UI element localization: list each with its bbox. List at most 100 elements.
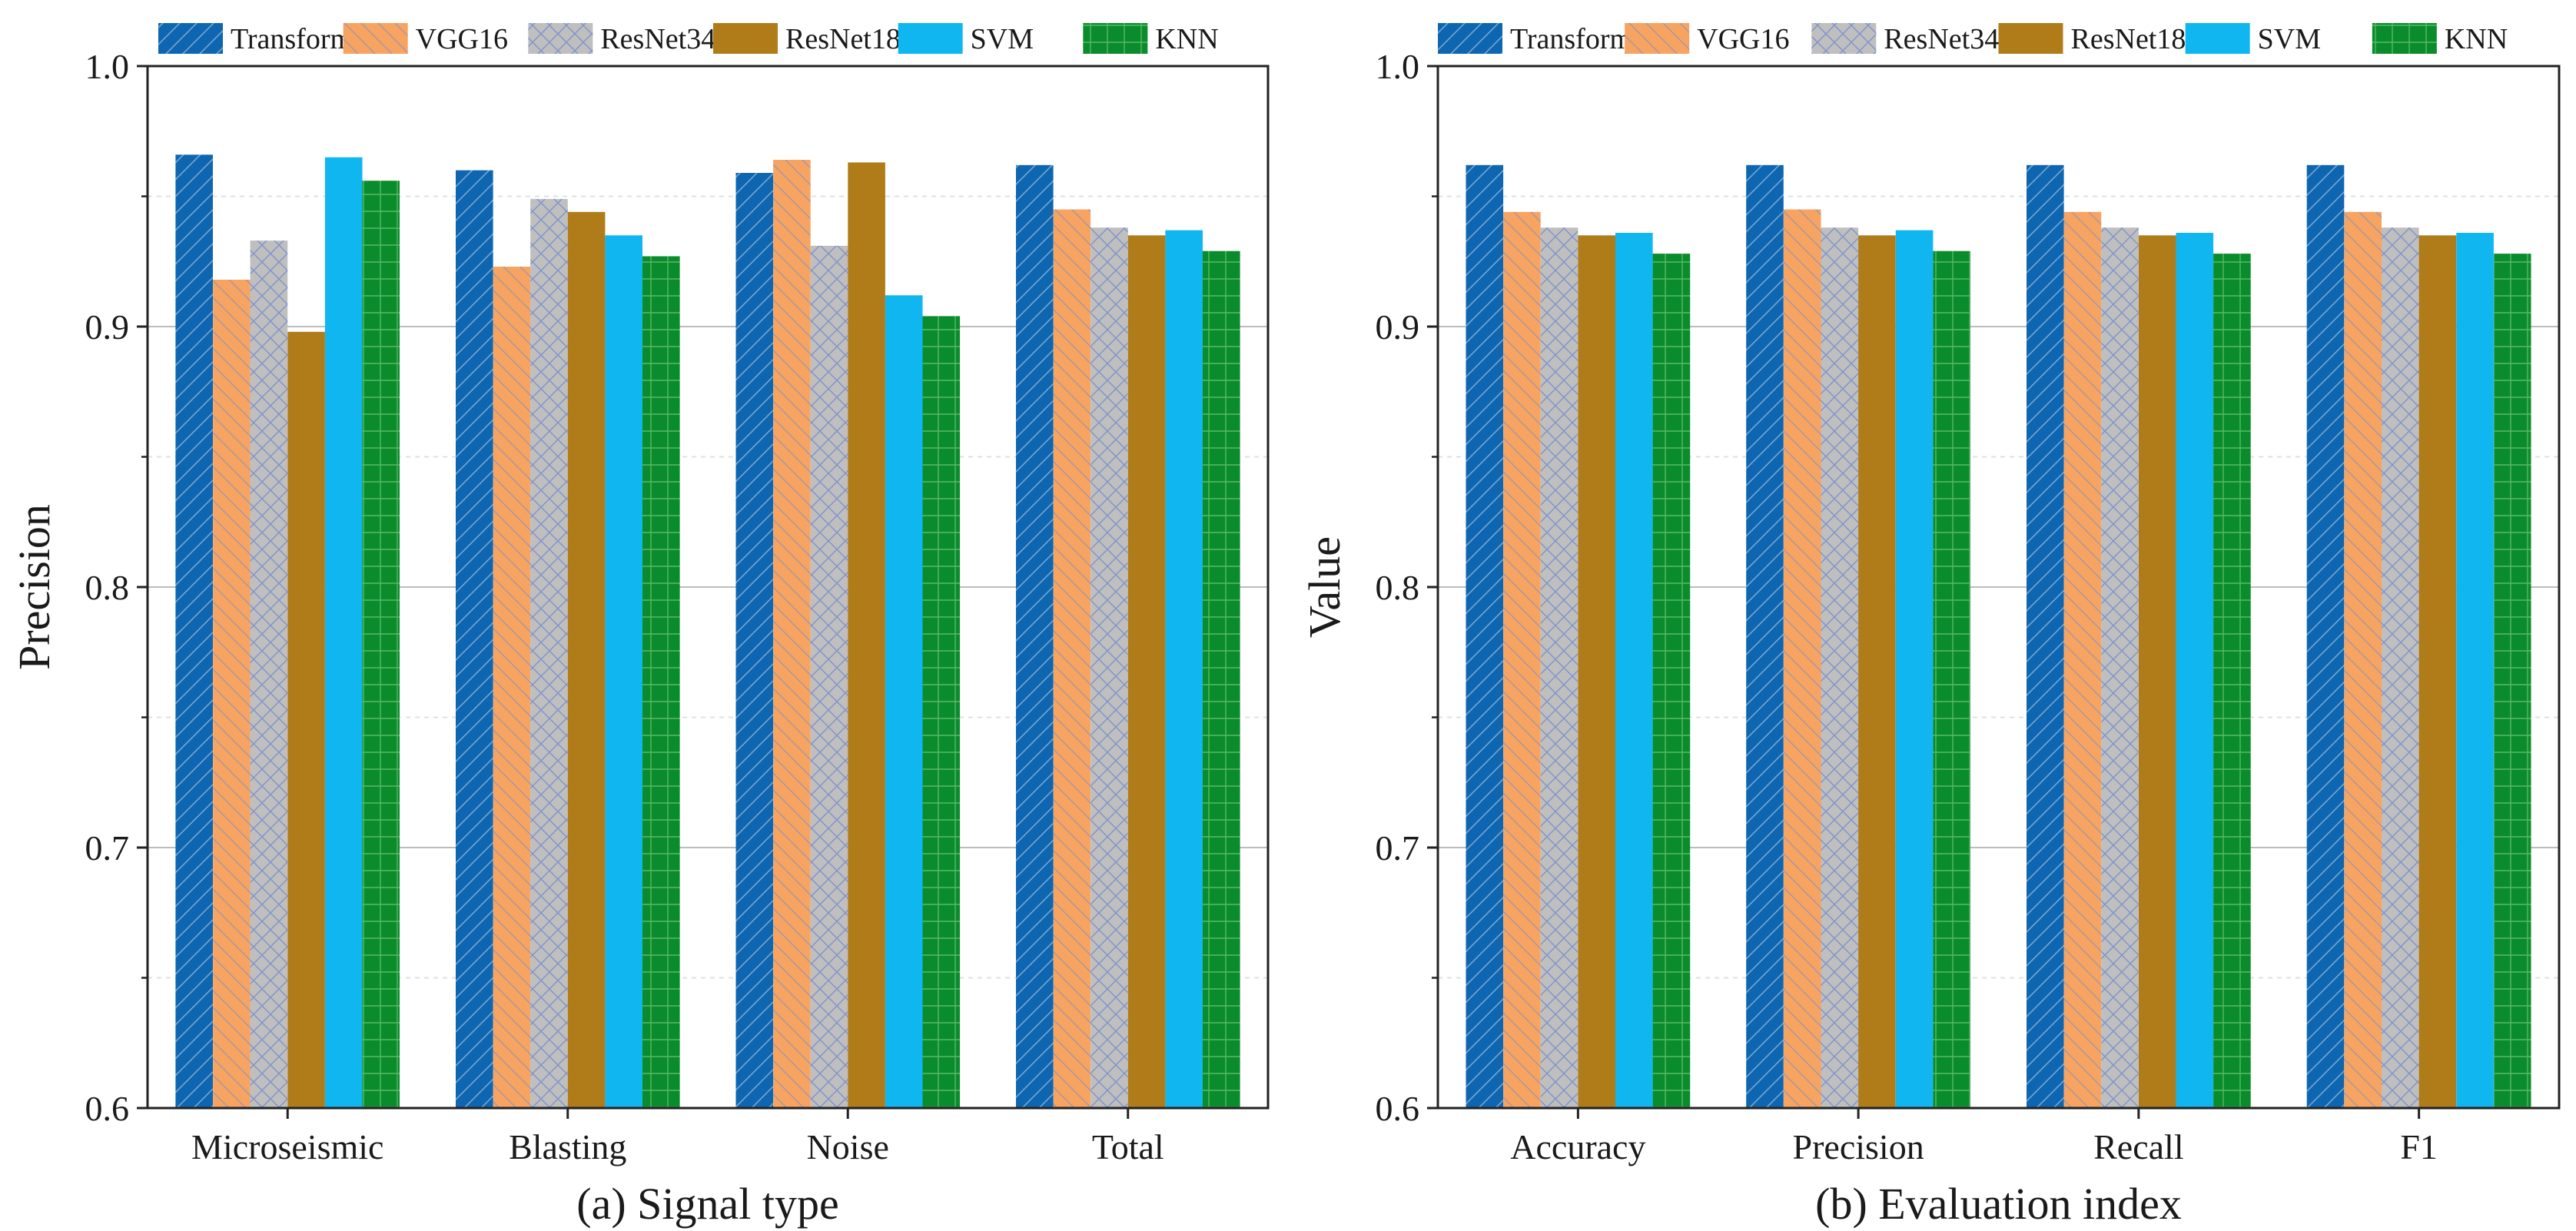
legend-label-svm: SVM [2258,23,2321,55]
bar-resnet34-blasting [530,198,568,1108]
y-axis-title: Value [1300,536,1349,638]
panel-title: (a) Signal type [576,1179,838,1229]
legend-swatch-knn [1083,23,1148,54]
bar-vgg16-precision [1783,209,1821,1108]
legend-swatch-resnet34 [528,23,593,54]
bar-transformer-f1 [2306,164,2345,1108]
y-tick-label: 0.8 [85,568,130,607]
bar-vgg16-f1 [2344,211,2382,1108]
y-tick-label: 0.6 [85,1089,130,1128]
y-tick-label: 0.7 [85,828,130,868]
y-tick-label: 1.0 [85,47,130,86]
bar-transformer-recall [2027,164,2064,1108]
legend: Transformer VGG16 ResNet34 ResNet18 SVM KNN [158,23,1219,55]
legend-item-resnet18: ResNet18 [713,23,901,55]
bar-transformer-blasting [456,170,493,1109]
legend-label-resnet18: ResNet18 [2071,23,2186,55]
x-tick-label-total: Total [1092,1127,1164,1166]
panel-evaluation-index: 0.6 0.7 0.8 0.9 1.0 Accuracy Precision Recall F1… [1300,23,2561,1229]
x-tick-label-recall: Recall [2093,1127,2184,1166]
x-tick-label-blasting: Blasting [509,1127,626,1166]
bar-resnet18-precision [1858,235,1896,1108]
legend-item-transformer: Transformer [1438,23,1655,55]
bar-vgg16-total [1053,209,1091,1108]
legend-label-resnet18: ResNet18 [785,23,901,55]
bar-knn-blasting [642,256,680,1108]
legend-label-vgg16: VGG16 [1697,23,1789,55]
bar-transformer-total [1016,164,1054,1108]
bar-svm-noise [885,295,923,1108]
bar-transformer-noise [735,173,774,1108]
legend-swatch-svm [2185,23,2250,54]
legend-label-knn: KNN [2445,23,2508,55]
bar-resnet18-total [1127,235,1166,1108]
legend-item-svm: SVM [2185,23,2321,55]
bar-knn-microseismic [362,181,400,1109]
bar-svm-recall [2176,233,2214,1108]
y-tick-label: 0.9 [1376,307,1420,347]
legend: Transformer VGG16 ResNet34 ResNet18 SVM KNN [1438,23,2508,55]
legend-label-knn: KNN [1155,23,1218,55]
bar-resnet34-accuracy [1540,227,1578,1109]
y-axis-title: Precision [9,504,59,670]
panel-signal-type: 0.6 0.7 0.8 0.9 1.0 Microseismic Blasting Noise… [9,23,1270,1229]
bar-svm-f1 [2456,233,2494,1108]
bar-transformer-accuracy [1466,164,1504,1108]
legend-swatch-transformer [1438,23,1502,54]
bar-vgg16-blasting [493,267,531,1108]
bar-knn-accuracy [1652,254,1691,1109]
legend-item-knn: KNN [2372,23,2508,55]
legend-label-resnet34: ResNet34 [600,23,715,55]
y-tick-label: 0.9 [85,307,130,347]
legend-swatch-vgg16 [343,23,408,54]
bar-resnet18-accuracy [1578,235,1615,1108]
legend-item-resnet34: ResNet34 [528,23,715,55]
bar-knn-total [1203,251,1240,1109]
bar-resnet34-precision [1821,227,1859,1109]
bar-vgg16-accuracy [1503,211,1541,1108]
x-tick-label-noise: Noise [807,1127,889,1166]
y-tick-label: 0.8 [1376,568,1420,607]
y-tick-label: 0.6 [1376,1089,1420,1128]
bar-resnet34-noise [810,245,848,1108]
x-tick-label-precision: Precision [1793,1127,1924,1166]
bar-resnet18-noise [848,162,885,1108]
legend-item-transformer: Transformer [158,23,376,55]
bar-svm-total [1165,230,1203,1109]
legend-swatch-resnet18 [713,23,778,54]
bar-svm-microseismic [324,157,363,1109]
legend-swatch-resnet34 [1811,23,1877,54]
legend-item-vgg16: VGG16 [343,23,508,55]
legend-swatch-knn [2372,23,2437,54]
panel-title: (b) Evaluation index [1815,1179,2182,1229]
legend-label-vgg16: VGG16 [416,23,508,55]
bar-resnet34-total [1090,227,1128,1109]
bar-transformer-microseismic [175,154,213,1108]
bar-resnet18-microseismic [287,331,325,1108]
bar-resnet18-recall [2138,235,2176,1108]
bar-vgg16-noise [773,160,811,1108]
legend-item-resnet18: ResNet18 [1998,23,2186,55]
legend-item-vgg16: VGG16 [1625,23,1789,55]
bar-resnet18-blasting [567,211,606,1108]
legend-swatch-transformer [158,23,223,54]
legend-item-svm: SVM [898,23,1034,55]
x-tick-label-accuracy: Accuracy [1510,1127,1645,1166]
bar-resnet34-f1 [2382,227,2419,1109]
legend-swatch-resnet18 [1998,23,2063,54]
legend-item-knn: KNN [1083,23,1219,55]
legend-swatch-svm [898,23,963,54]
bar-resnet18-f1 [2418,235,2457,1108]
bar-resnet34-microseismic [250,241,288,1109]
y-tick-label: 0.7 [1376,828,1420,868]
bar-knn-f1 [2493,254,2531,1109]
x-tick-label-f1: F1 [2400,1127,2438,1166]
bar-transformer-precision [1746,164,1784,1108]
legend-swatch-vgg16 [1625,23,1690,54]
bar-knn-recall [2213,254,2251,1109]
x-tick-label-microseismic: Microseismic [191,1127,383,1166]
bar-vgg16-microseismic [213,280,251,1108]
legend-label-svm: SVM [971,23,1034,55]
bar-svm-precision [1895,230,1934,1109]
